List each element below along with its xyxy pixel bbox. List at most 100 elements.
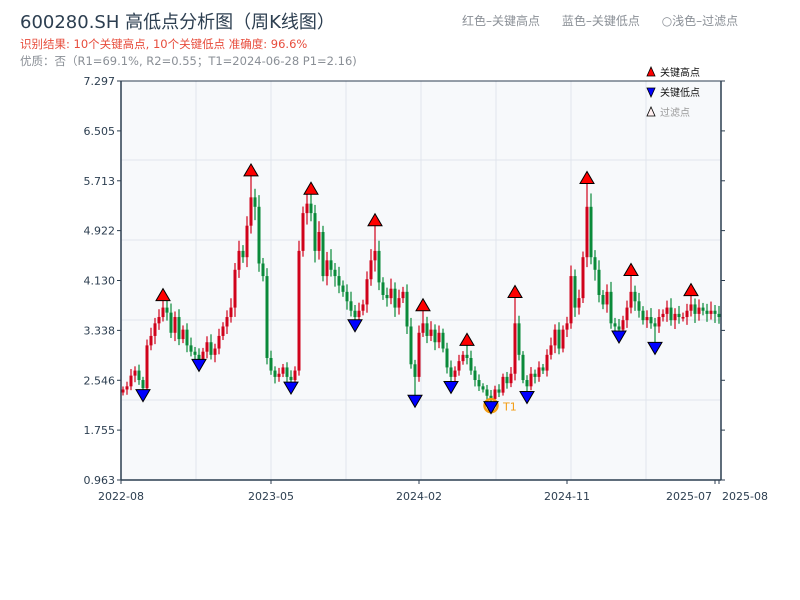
key-high-marker <box>579 170 595 184</box>
candle-body <box>273 370 277 377</box>
candle-body <box>713 310 717 314</box>
candle-body <box>165 307 169 313</box>
candle-body <box>401 291 405 299</box>
candle-body <box>621 320 625 330</box>
candle-body <box>473 370 477 381</box>
candle-body <box>249 197 253 226</box>
y-tick-label: 1.755 <box>84 424 116 437</box>
candle-body <box>701 307 705 311</box>
candle-body <box>185 329 189 346</box>
candle-body <box>685 310 689 318</box>
key-low-marker <box>519 391 535 405</box>
candle-body <box>241 250 245 258</box>
candle-body <box>405 291 409 327</box>
y-tick-label: 0.963 <box>84 474 116 487</box>
candle-body <box>385 294 389 299</box>
candle-body <box>225 317 229 327</box>
candle-body <box>433 329 437 343</box>
candle-body <box>233 269 237 308</box>
legend-red-high: 红色–关键高点 <box>462 14 541 28</box>
x-tick-label: 2024-11 <box>544 490 590 503</box>
candle-body <box>565 323 569 330</box>
candle-body <box>493 389 497 399</box>
candle-body <box>145 345 149 389</box>
result-summary: 识别结果: 10个关键高点, 10个关键低点 准确度: 96.6% <box>20 37 308 51</box>
chart-title: 600280.SH 高低点分析图（周K线图） <box>20 12 335 33</box>
candle-body <box>689 304 693 311</box>
key-low-marker <box>443 380 459 395</box>
candle-body <box>453 370 457 377</box>
key-high-marker <box>623 262 639 276</box>
candle-body <box>173 317 177 333</box>
candle-body <box>257 206 261 264</box>
candle-body <box>197 354 201 360</box>
high-legend-icon <box>646 66 656 77</box>
candle-body <box>545 354 549 371</box>
candle-body <box>513 323 517 374</box>
candle-body <box>445 348 449 368</box>
candle-body <box>137 370 141 381</box>
candle-body <box>217 335 221 349</box>
candle-body <box>709 310 713 314</box>
candle-body <box>529 373 533 387</box>
candle-body <box>609 291 613 324</box>
legend-blue-low: 蓝色–关键低点 <box>561 14 640 28</box>
candle-body <box>657 317 661 327</box>
key-low-marker <box>283 381 299 396</box>
candle-body <box>441 332 445 349</box>
candle-body <box>329 260 333 270</box>
candle-body <box>641 310 645 321</box>
candle-body <box>537 367 541 377</box>
candle-body <box>589 206 593 258</box>
candle-body <box>661 313 665 318</box>
candle-body <box>281 367 285 374</box>
candle-body <box>309 203 313 214</box>
candle-body <box>141 380 145 389</box>
quality-summary: 优质：否（R1=69.1%, R2=0.55；T1=2024-06-28 P1=… <box>20 54 357 68</box>
y-tick-label: 6.505 <box>84 125 116 138</box>
candle-body <box>337 276 341 286</box>
key-high-marker <box>303 181 319 195</box>
color-legend: 红色–关键高点 蓝色–关键低点 ○浅色–过滤点 <box>462 12 756 29</box>
candle-body <box>557 329 561 349</box>
candle-body <box>669 307 673 321</box>
low-legend-icon <box>646 87 656 98</box>
candle-body <box>205 342 209 352</box>
key-high-marker <box>507 284 523 299</box>
candle-body <box>369 260 373 280</box>
candle-body <box>269 357 273 371</box>
candle-body <box>717 313 721 318</box>
candle-body <box>301 213 305 251</box>
x-tick-label: 2022-08 <box>98 490 144 503</box>
candle-body <box>625 307 629 321</box>
candle-body <box>541 367 545 371</box>
key-high-marker <box>415 297 431 312</box>
candle-body <box>157 317 161 324</box>
candle-body <box>605 291 609 305</box>
candle-body <box>693 304 697 314</box>
candle-body <box>649 317 653 324</box>
candle-body <box>321 231 325 277</box>
candle-body <box>181 329 185 340</box>
key-low-marker <box>611 330 627 345</box>
candle-body <box>285 367 289 377</box>
candle-body <box>525 380 529 387</box>
candle-body <box>633 291 637 302</box>
candle-body <box>193 351 197 355</box>
candle-body <box>585 206 589 258</box>
candle-body <box>133 370 137 376</box>
candle-body <box>169 312 173 333</box>
candle-body <box>305 203 309 214</box>
candle-body <box>569 276 573 324</box>
x-tick-label: 2023-05 <box>248 490 294 503</box>
candle-body <box>209 342 213 355</box>
candle-body <box>353 310 357 318</box>
candle-body <box>397 298 401 308</box>
candle-body <box>317 231 321 251</box>
key-low-marker <box>483 401 499 415</box>
candle-body <box>277 373 281 377</box>
candle-body <box>449 367 453 377</box>
candle-body <box>221 326 225 336</box>
